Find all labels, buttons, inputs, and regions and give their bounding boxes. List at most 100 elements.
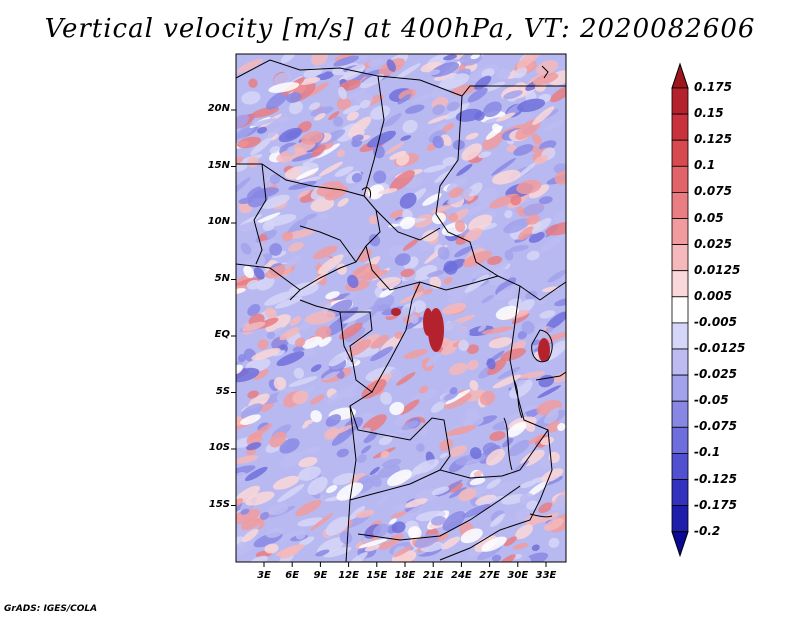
field-blob	[264, 291, 293, 306]
field-blob	[397, 94, 411, 105]
field-blob	[481, 326, 514, 335]
field-blob	[474, 111, 485, 121]
field-blob	[454, 246, 473, 258]
colorbar-label: 0.125	[694, 132, 732, 147]
field-blob	[247, 303, 261, 317]
field-blob	[250, 137, 272, 156]
field-blob	[340, 392, 358, 398]
field-blob	[328, 351, 350, 367]
field-blob	[528, 231, 545, 243]
field-blob	[442, 156, 457, 166]
field-blob	[280, 451, 303, 469]
field-blob	[551, 370, 566, 383]
field-blob	[250, 106, 279, 118]
field-blob	[288, 242, 304, 252]
field-blob	[554, 297, 566, 307]
colorbar-top-arrow	[671, 62, 689, 89]
field-blob	[273, 376, 287, 391]
field-blob	[310, 106, 334, 117]
field-blob	[333, 116, 344, 127]
field-blob	[483, 101, 502, 118]
field-blob	[481, 295, 494, 304]
field-blob	[389, 209, 404, 219]
field-blob	[251, 348, 281, 361]
lat-label: 10S	[208, 442, 230, 453]
field-blob	[389, 401, 405, 416]
field-blob	[311, 144, 326, 158]
field-blob	[418, 385, 429, 394]
field-blob	[279, 530, 298, 543]
field-blob	[236, 455, 259, 464]
field-blob	[444, 102, 470, 120]
field-blob	[393, 545, 413, 558]
field-blob	[310, 410, 323, 423]
field-blob	[469, 477, 486, 486]
colorbar-bin	[671, 426, 689, 454]
colorbar-bin	[671, 479, 689, 507]
map-frame	[235, 53, 567, 563]
field-blob	[332, 293, 351, 301]
field-blob	[302, 446, 322, 455]
field-blob	[504, 210, 513, 219]
field-blob	[248, 423, 273, 441]
field-blob	[486, 448, 505, 466]
field-blob	[298, 466, 322, 481]
field-blob	[514, 67, 527, 79]
field-blob	[288, 180, 317, 190]
field-blob	[553, 163, 566, 174]
field-blob	[523, 203, 545, 216]
field-blob	[525, 290, 538, 300]
field-blob	[443, 277, 453, 285]
field-blob	[363, 431, 378, 444]
field-blob	[264, 543, 279, 554]
colorbar-bin	[671, 374, 689, 402]
field-blob	[364, 544, 380, 552]
colorbar-label: -0.2	[694, 523, 721, 538]
field-blob	[377, 465, 401, 478]
field-blob	[448, 487, 467, 499]
field-blob	[386, 59, 396, 72]
field-blob	[402, 238, 420, 251]
field-blob	[399, 192, 417, 209]
field-blob	[462, 503, 491, 518]
field-blob	[317, 254, 344, 275]
field-blob	[478, 324, 487, 332]
field-blob	[236, 471, 247, 485]
lon-label: 9E	[313, 570, 328, 581]
field-blob	[312, 245, 338, 260]
colorbar-bin	[671, 113, 689, 141]
field-blob	[447, 188, 473, 205]
field-blob	[500, 328, 516, 336]
field-blob	[545, 221, 566, 236]
field-blob	[542, 120, 565, 132]
field-blob	[269, 431, 287, 448]
field-blob	[236, 58, 263, 73]
field-blob	[412, 459, 439, 475]
field-blob	[557, 422, 566, 432]
field-blob	[515, 524, 533, 540]
field-blob	[273, 350, 286, 357]
field-blob	[367, 58, 384, 67]
field-blob	[240, 403, 263, 419]
field-blob	[326, 387, 350, 405]
field-blob	[528, 433, 544, 445]
field-blob	[508, 439, 530, 457]
lon-label: 30E	[507, 570, 529, 581]
field-blob	[372, 523, 389, 538]
field-blob	[526, 480, 550, 497]
field-blob	[400, 505, 423, 523]
field-blob	[318, 336, 332, 347]
field-blob	[236, 498, 244, 508]
field-blob	[298, 456, 318, 468]
field-blob	[309, 102, 321, 111]
field-blob	[241, 321, 266, 332]
field-blob	[416, 443, 425, 452]
field-blob	[464, 202, 491, 216]
field-blob	[526, 250, 540, 261]
field-blob	[295, 499, 322, 517]
field-blob	[413, 264, 438, 281]
field-blob	[464, 274, 490, 293]
field-blob	[399, 216, 416, 230]
field-blob	[405, 498, 428, 508]
field-blob	[365, 366, 397, 382]
